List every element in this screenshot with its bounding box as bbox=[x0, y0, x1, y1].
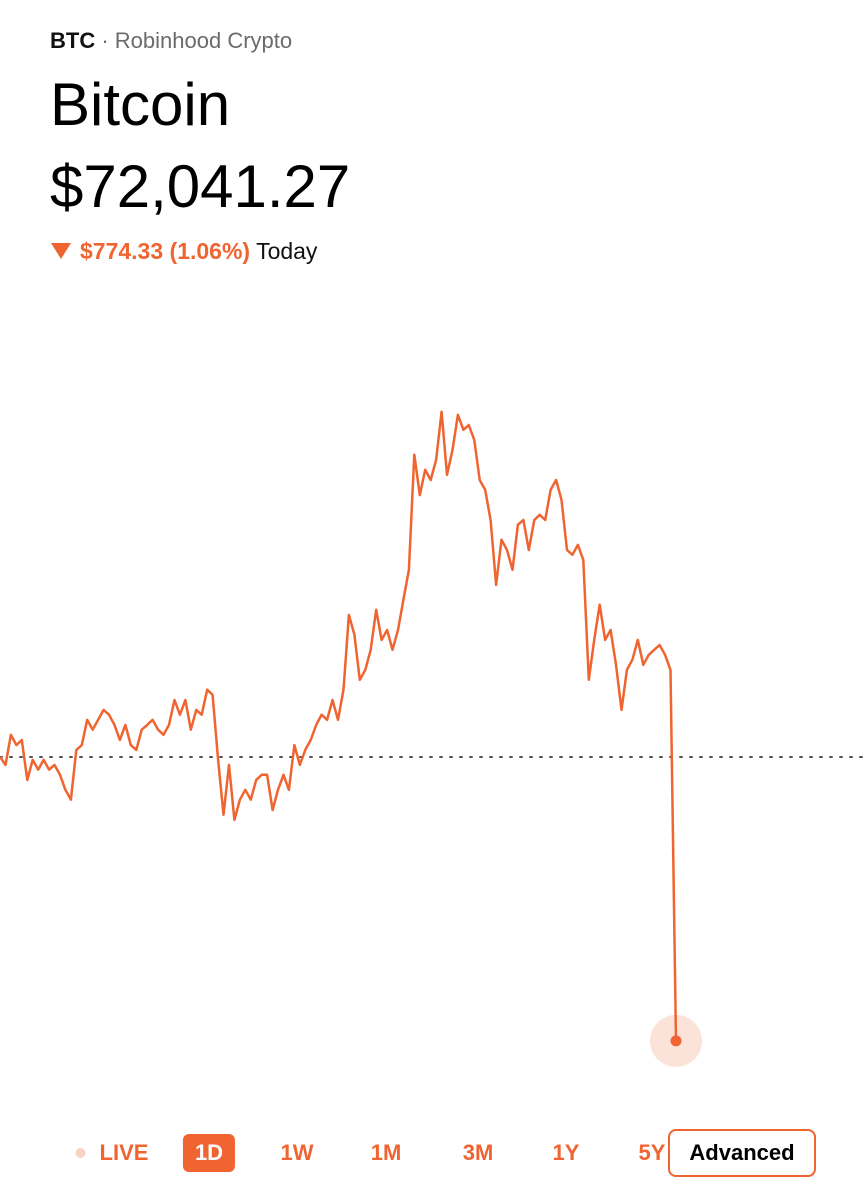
asset-name: Bitcoin bbox=[50, 71, 231, 138]
price-line bbox=[0, 410, 678, 1041]
range-label: 5Y bbox=[638, 1140, 666, 1165]
symbol: BTC bbox=[50, 28, 96, 53]
range-label: 1W bbox=[280, 1140, 314, 1165]
range-label: 1D bbox=[194, 1140, 224, 1165]
last-point bbox=[670, 1035, 682, 1047]
advanced-button[interactable]: Advanced bbox=[668, 1129, 816, 1177]
range-button[interactable]: 1M bbox=[359, 1134, 414, 1172]
range-label: 1M bbox=[370, 1140, 402, 1165]
range-button[interactable]: 3M bbox=[451, 1134, 506, 1172]
chart bbox=[0, 410, 866, 1067]
range-button[interactable]: 5Y bbox=[627, 1134, 678, 1172]
price: $72,041.27 bbox=[50, 153, 351, 220]
range-button[interactable]: 1Y bbox=[541, 1134, 592, 1172]
separator: · bbox=[101, 28, 109, 53]
live-dot bbox=[75, 1148, 86, 1158]
source: Robinhood Crypto bbox=[114, 28, 293, 53]
period: Today bbox=[256, 238, 318, 264]
change: $774.33 (1.06%) bbox=[80, 238, 251, 264]
change-line: $774.33 (1.06%) Today bbox=[50, 238, 317, 265]
range-label: LIVE bbox=[99, 1140, 149, 1165]
range-label: 3M bbox=[462, 1140, 494, 1165]
range-label: 1Y bbox=[552, 1140, 580, 1165]
symbol-line: BTC · Robinhood Crypto bbox=[50, 28, 292, 54]
range-button[interactable]: LIVE bbox=[64, 1134, 161, 1172]
down-arrow bbox=[51, 243, 71, 259]
range-button[interactable]: 1W bbox=[269, 1134, 326, 1172]
range-button[interactable]: 1D bbox=[182, 1134, 236, 1172]
